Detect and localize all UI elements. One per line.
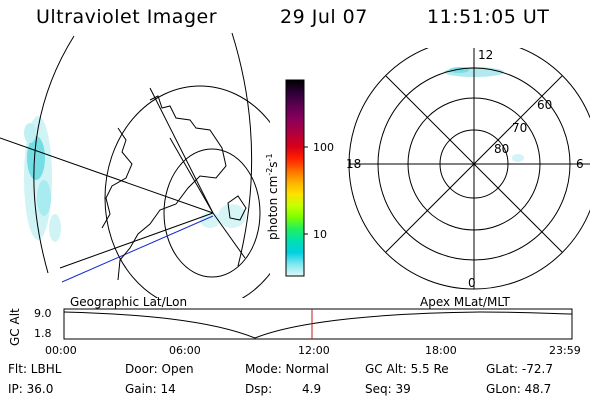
mlat-label-60: 60: [537, 98, 553, 112]
uv-emission-left: [24, 116, 61, 242]
meridian-2: [59, 212, 214, 269]
lat-circle-outer: [104, 85, 270, 298]
mlt-label-bottom: 0: [468, 276, 476, 290]
glat-info: GLat: -72.7: [486, 362, 553, 376]
coastline-island: [227, 195, 247, 221]
colorbar: [285, 79, 308, 277]
altitude-timeline[interactable]: [60, 308, 575, 342]
coastline-west: [101, 127, 133, 229]
timeline-xtick-2: 12:00: [298, 344, 330, 357]
timeline-xtick-3: 18:00: [425, 344, 457, 357]
altitude-curve: [63, 311, 573, 339]
meridian-4: [212, 212, 246, 259]
glon-info: GLon: 48.7: [486, 382, 552, 396]
meridian-1: [0, 137, 214, 214]
ip-info: IP: 36.0: [8, 382, 54, 396]
colorbar-gradient: [285, 79, 305, 277]
earth-limb-right: [231, 32, 253, 267]
uv-emission-right: [200, 204, 246, 228]
earth-limb-left: [33, 35, 75, 274]
colorbar-unit-label: photon cm-2s-1: [265, 153, 280, 240]
timeline-axis-label: GC Alt: [8, 308, 22, 346]
geographic-label: Geographic Lat/Lon: [70, 295, 188, 309]
dsp-label: Dsp:: [245, 382, 273, 396]
gc-alt-info: GC Alt: 5.5 Re: [365, 362, 449, 376]
filter-info: Flt: LBHL: [8, 362, 62, 376]
mode-info: Mode: Normal: [245, 362, 329, 376]
date-label: 29 Jul 07: [280, 6, 368, 28]
colorbar-tick-10: 10: [313, 228, 327, 241]
coastline: [117, 95, 227, 281]
uv-emission-polar: [444, 67, 524, 162]
mlat-label-70: 70: [512, 121, 528, 135]
lat-circle-inner: [163, 148, 261, 278]
geographic-map: [0, 32, 270, 298]
mlt-label-left: 18: [346, 157, 362, 171]
timeline-ytick-top: 9.0: [34, 307, 52, 320]
timeline-xtick-0: 00:00: [45, 344, 77, 357]
mlt-line-diag-2: [385, 75, 563, 253]
meridian-5: [169, 137, 214, 214]
timeline-ytick-bottom: 1.8: [34, 327, 52, 340]
mlt-label-right: 6: [576, 157, 584, 171]
footpoint-track: [61, 215, 214, 283]
time-label: 11:51:05 UT: [427, 6, 550, 28]
timeline-xtick-1: 06:00: [169, 344, 201, 357]
timeline-xtick-4: 23:59: [549, 344, 581, 357]
instrument-title: Ultraviolet Imager: [36, 6, 218, 28]
apex-label: Apex MLat/MLT: [420, 295, 510, 309]
mlat-label-80: 80: [494, 142, 510, 156]
mlt-label-top: 12: [478, 48, 494, 62]
door-info: Door: Open: [125, 362, 194, 376]
gain-info: Gain: 14: [125, 382, 176, 396]
colorbar-tick-100: 100: [313, 141, 334, 154]
meridian-3: [149, 87, 214, 214]
seq-info: Seq: 39: [365, 382, 411, 396]
dsp-value: 4.9: [302, 382, 322, 396]
polar-plot: [348, 48, 590, 290]
